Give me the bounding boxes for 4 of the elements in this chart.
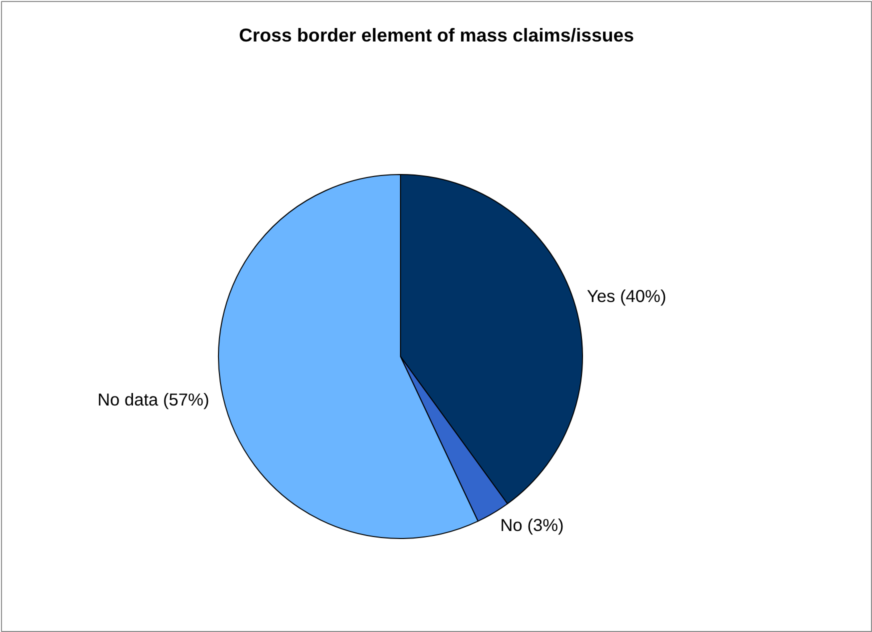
slice-label: No (3%) [500,515,564,536]
slice-label: No data (57%) [97,389,210,410]
slice-label: Yes (40%) [586,286,666,306]
chart-title: Cross border element of mass claims/issues [238,24,634,46]
